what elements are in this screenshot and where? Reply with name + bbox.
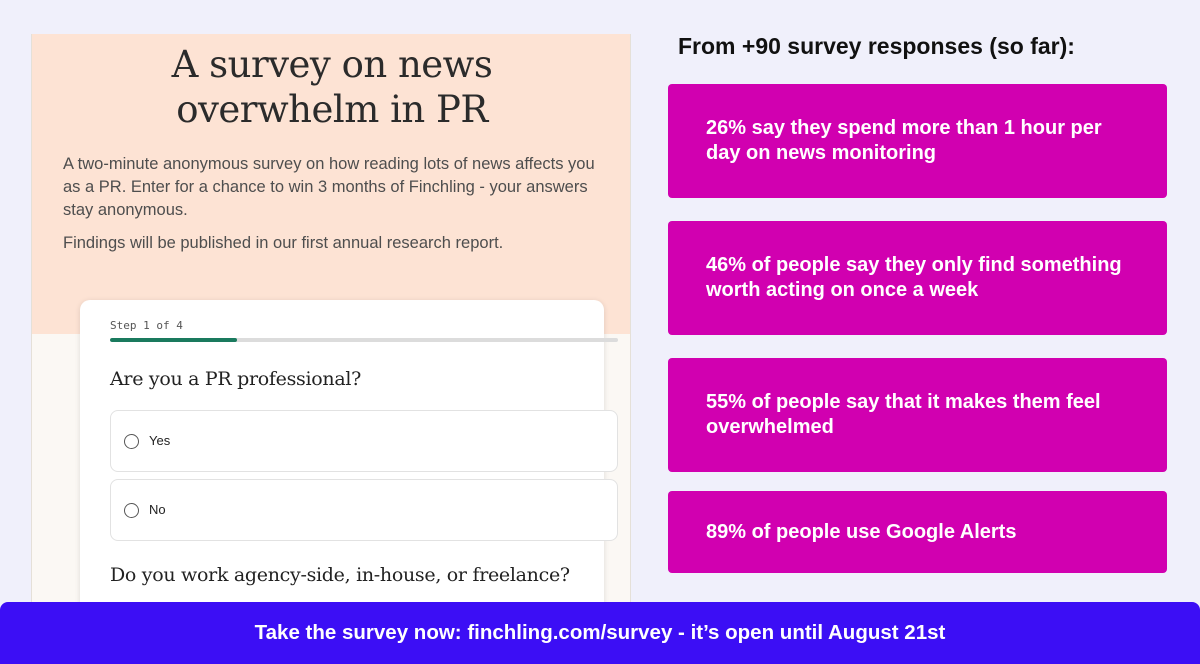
survey-header-background	[32, 34, 630, 334]
survey-title-line1: A survey on news	[171, 43, 493, 86]
stat-text: 26% say they spend more than 1 hour per …	[706, 117, 1102, 164]
radio-button-no[interactable]	[124, 503, 139, 518]
question-work-type: Do you work agency-side, in-house, or fr…	[110, 564, 570, 586]
stat-card: 89% of people use Google Alerts	[668, 491, 1167, 573]
option-no[interactable]: No	[110, 479, 618, 541]
radio-button-yes[interactable]	[124, 434, 139, 449]
stats-heading: From +90 survey responses (so far):	[678, 33, 1075, 59]
survey-title-line2: overwhelm in PR	[176, 88, 488, 131]
stat-text: 55% of people say that it makes them fee…	[706, 391, 1101, 438]
option-yes[interactable]: Yes	[110, 410, 618, 472]
stat-text: 89% of people use Google Alerts	[706, 520, 1017, 543]
stat-text: 46% of people say they only find somethi…	[706, 254, 1122, 301]
survey-findings-note: Findings will be published in our first …	[63, 234, 504, 252]
survey-panel: A survey on news overwhelm in PR A two-m…	[31, 34, 631, 602]
survey-description: A two-minute anonymous survey on how rea…	[63, 155, 595, 219]
survey-title: A survey on news overwhelm in PR	[32, 42, 630, 132]
stat-card: 55% of people say that it makes them fee…	[668, 358, 1167, 472]
progress-bar-fill	[110, 338, 237, 342]
step-indicator: Step 1 of 4	[110, 319, 183, 332]
option-no-label: No	[149, 502, 166, 517]
cta-banner[interactable]: Take the survey now: finchling.com/surve…	[0, 602, 1200, 664]
survey-form-card: Step 1 of 4 Are you a PR professional? Y…	[80, 300, 618, 602]
progress-bar	[110, 338, 618, 342]
stat-card: 46% of people say they only find somethi…	[668, 221, 1167, 335]
cta-text: Take the survey now: finchling.com/surve…	[254, 621, 946, 644]
option-yes-label: Yes	[149, 433, 171, 448]
question-pr-professional: Are you a PR professional?	[110, 368, 362, 390]
stat-card: 26% say they spend more than 1 hour per …	[668, 84, 1167, 198]
